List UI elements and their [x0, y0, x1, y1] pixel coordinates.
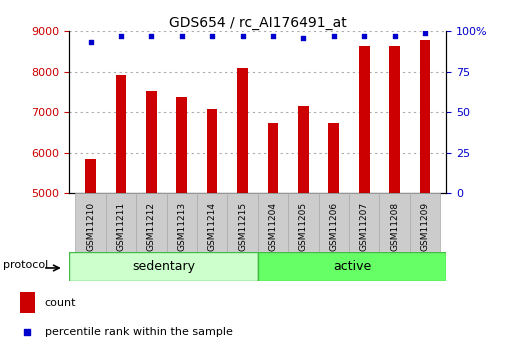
Bar: [389, 47, 400, 193]
Point: [147, 33, 155, 39]
Bar: [268, 124, 279, 193]
Text: GSM11206: GSM11206: [329, 202, 338, 251]
Point: [421, 30, 429, 36]
Bar: [237, 68, 248, 193]
Bar: [115, 75, 126, 193]
Bar: [146, 91, 156, 193]
Text: GSM11205: GSM11205: [299, 202, 308, 251]
Bar: [258, 193, 288, 252]
Bar: [359, 46, 369, 193]
Point: [330, 33, 338, 39]
Text: GSM11210: GSM11210: [86, 202, 95, 251]
Bar: [69, 252, 258, 281]
Text: GSM11214: GSM11214: [208, 202, 216, 251]
Point: [86, 40, 94, 45]
Bar: [420, 40, 430, 193]
Text: GSM11204: GSM11204: [268, 202, 278, 251]
Point: [299, 35, 307, 40]
Bar: [207, 109, 218, 193]
Point: [239, 33, 247, 39]
Text: count: count: [45, 298, 76, 308]
Bar: [319, 193, 349, 252]
Text: percentile rank within the sample: percentile rank within the sample: [45, 327, 232, 337]
Text: GSM11209: GSM11209: [421, 202, 429, 251]
Text: GSM11208: GSM11208: [390, 202, 399, 251]
Bar: [258, 252, 446, 281]
Text: GSM11213: GSM11213: [177, 202, 186, 251]
Title: GDS654 / rc_AI176491_at: GDS654 / rc_AI176491_at: [169, 16, 347, 30]
Text: GSM11207: GSM11207: [360, 202, 369, 251]
Point: [177, 33, 186, 39]
Point: [269, 33, 277, 39]
Bar: [176, 97, 187, 193]
Bar: [136, 193, 167, 252]
Bar: [106, 193, 136, 252]
Bar: [410, 193, 440, 252]
Text: sedentary: sedentary: [132, 260, 195, 273]
Bar: [75, 193, 106, 252]
Bar: [349, 193, 380, 252]
Bar: [328, 124, 339, 193]
Point: [360, 33, 368, 39]
Bar: [298, 106, 309, 193]
Text: GSM11215: GSM11215: [238, 202, 247, 251]
Text: active: active: [333, 260, 371, 273]
Bar: [167, 193, 197, 252]
Text: GSM11212: GSM11212: [147, 202, 156, 251]
Text: GSM11211: GSM11211: [116, 202, 126, 251]
Point: [208, 33, 216, 39]
Point: [117, 33, 125, 39]
Point: [390, 33, 399, 39]
Bar: [288, 193, 319, 252]
Text: protocol: protocol: [4, 260, 49, 270]
Bar: [227, 193, 258, 252]
Bar: [380, 193, 410, 252]
Bar: [197, 193, 227, 252]
Bar: [20, 292, 35, 313]
Bar: [85, 159, 96, 193]
Point: [24, 329, 32, 335]
